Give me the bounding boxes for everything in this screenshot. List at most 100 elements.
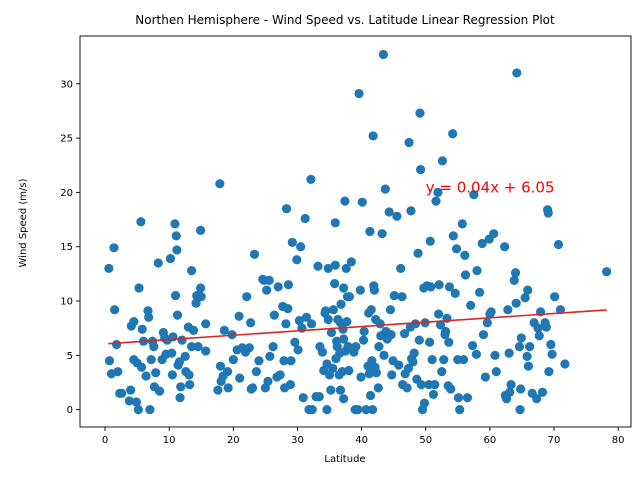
data-point bbox=[354, 88, 364, 99]
data-point bbox=[109, 243, 119, 253]
data-point bbox=[254, 356, 264, 366]
data-point bbox=[330, 218, 340, 228]
data-point bbox=[355, 285, 365, 295]
data-point bbox=[153, 258, 163, 268]
data-point bbox=[427, 355, 437, 365]
data-point bbox=[385, 305, 396, 315]
data-point bbox=[287, 237, 297, 247]
data-point bbox=[356, 372, 366, 382]
data-point bbox=[195, 283, 206, 293]
y-tick-label: 0 bbox=[67, 405, 73, 416]
data-point bbox=[511, 298, 521, 308]
data-point bbox=[281, 319, 291, 329]
data-point bbox=[196, 292, 206, 302]
data-point bbox=[444, 337, 454, 347]
data-point bbox=[448, 231, 458, 241]
data-point bbox=[544, 367, 554, 377]
data-point bbox=[247, 383, 258, 393]
data-point bbox=[133, 405, 143, 415]
data-point bbox=[515, 405, 525, 415]
data-point bbox=[113, 367, 123, 377]
data-point bbox=[111, 339, 122, 350]
data-point bbox=[328, 363, 338, 373]
data-point bbox=[187, 266, 197, 276]
data-point bbox=[269, 310, 279, 320]
data-point bbox=[273, 282, 283, 292]
data-point bbox=[301, 312, 312, 322]
data-point bbox=[323, 314, 333, 325]
x-tick-label: 80 bbox=[612, 435, 625, 446]
data-point bbox=[560, 359, 570, 369]
data-point bbox=[460, 270, 471, 280]
data-point bbox=[321, 306, 331, 316]
data-point bbox=[136, 362, 147, 372]
data-point bbox=[446, 384, 456, 394]
data-point bbox=[251, 367, 261, 377]
y-tick-label: 15 bbox=[60, 242, 73, 253]
data-point bbox=[374, 342, 384, 352]
data-point bbox=[537, 387, 548, 397]
data-point bbox=[215, 179, 225, 189]
data-point bbox=[555, 305, 566, 315]
data-point bbox=[430, 380, 440, 390]
data-point bbox=[165, 254, 176, 264]
plot-area bbox=[79, 35, 632, 428]
data-point bbox=[453, 393, 464, 403]
data-point bbox=[141, 371, 151, 381]
data-point bbox=[433, 187, 443, 197]
x-tick-label: 30 bbox=[291, 435, 304, 446]
data-point bbox=[384, 207, 394, 217]
data-point bbox=[424, 337, 435, 347]
data-point bbox=[378, 49, 388, 60]
data-point bbox=[516, 333, 526, 343]
data-point bbox=[213, 385, 223, 395]
data-point bbox=[475, 287, 485, 297]
data-point bbox=[307, 405, 317, 415]
data-point bbox=[167, 348, 177, 358]
data-point bbox=[386, 330, 396, 340]
data-point bbox=[369, 285, 380, 295]
data-point bbox=[323, 263, 333, 274]
data-point bbox=[191, 298, 201, 308]
data-point bbox=[455, 405, 465, 415]
data-point bbox=[193, 342, 203, 352]
data-point bbox=[339, 283, 349, 293]
y-tick-label: 30 bbox=[60, 79, 73, 90]
data-point bbox=[450, 288, 460, 299]
data-point bbox=[180, 351, 190, 361]
data-point bbox=[419, 398, 430, 408]
data-point bbox=[174, 357, 185, 367]
data-point bbox=[428, 389, 439, 400]
data-point bbox=[471, 349, 482, 359]
data-point bbox=[437, 367, 447, 377]
data-point bbox=[313, 261, 323, 271]
data-point bbox=[522, 351, 532, 361]
data-point bbox=[281, 204, 292, 214]
data-point bbox=[176, 382, 186, 392]
data-point bbox=[330, 279, 340, 289]
data-point bbox=[188, 325, 199, 335]
data-point bbox=[246, 318, 256, 328]
data-point bbox=[431, 196, 441, 206]
data-point bbox=[314, 391, 324, 402]
data-point bbox=[283, 304, 293, 314]
plot-frame bbox=[79, 35, 632, 428]
data-point bbox=[503, 305, 513, 315]
data-point bbox=[146, 355, 156, 365]
data-point bbox=[344, 292, 355, 302]
data-point bbox=[414, 335, 424, 345]
data-point bbox=[392, 211, 402, 221]
data-point bbox=[534, 331, 544, 341]
data-point bbox=[268, 342, 278, 352]
data-point bbox=[365, 226, 375, 237]
data-point bbox=[357, 197, 367, 207]
data-point bbox=[265, 351, 275, 361]
data-point bbox=[397, 292, 407, 302]
data-point bbox=[154, 386, 165, 396]
data-point bbox=[441, 326, 451, 337]
data-point bbox=[466, 300, 476, 310]
data-point bbox=[525, 342, 535, 352]
data-point bbox=[500, 242, 510, 252]
data-point bbox=[242, 292, 252, 302]
y-tick-label: 25 bbox=[60, 134, 73, 145]
